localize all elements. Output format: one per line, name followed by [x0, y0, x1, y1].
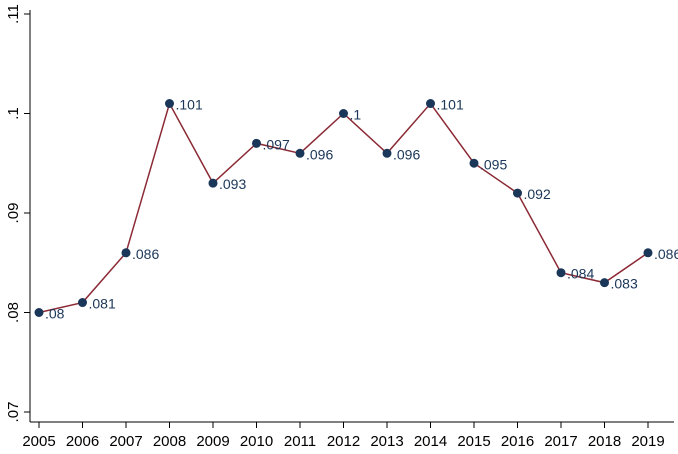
x-tick-label: 2010	[240, 433, 273, 450]
data-points	[34, 99, 653, 317]
series-line	[38, 101, 649, 314]
x-tick-label: 2015	[457, 433, 490, 450]
data-label: .101	[176, 97, 203, 113]
data-label: .096	[393, 146, 420, 162]
data-point	[295, 148, 305, 158]
data-label: .097	[263, 136, 290, 152]
series-line-group	[38, 101, 649, 314]
data-point	[208, 178, 218, 188]
x-tick-label: 2016	[501, 433, 534, 450]
data-label: .083	[611, 276, 638, 292]
data-label: .084	[567, 266, 594, 282]
data-point	[513, 188, 522, 198]
x-tick-label: 2017	[544, 433, 577, 450]
x-axis-ticks: 2005 2006 2007 2008 2009 2010 2011 2012 2013 2014…	[22, 422, 665, 450]
x-tick-label: 2012	[327, 433, 360, 450]
data-point	[121, 248, 131, 258]
data-point	[165, 99, 174, 109]
x-tick-label: 2013	[370, 433, 403, 450]
x-tick-label: 2007	[109, 433, 142, 450]
data-point	[426, 99, 435, 109]
data-point	[469, 158, 479, 168]
y-tick-label: .11	[5, 4, 22, 24]
data-label: .095	[480, 156, 507, 172]
x-tick-label: 2006	[66, 433, 99, 450]
data-point	[252, 138, 261, 148]
x-tick-label: 2008	[153, 433, 186, 450]
data-point	[600, 278, 609, 288]
data-point	[643, 248, 653, 258]
data-label: .08	[45, 306, 65, 322]
data-point	[78, 298, 87, 308]
data-point	[382, 148, 392, 158]
data-point	[34, 308, 44, 317]
y-tick-label: .1	[5, 107, 22, 120]
data-labels: .08 .081 .086 .101 .093 .097 .096 .1 .096 .101 .09…	[45, 97, 678, 322]
data-label: .081	[89, 296, 116, 312]
y-tick-label: .07	[5, 402, 22, 423]
x-tick-label: 2011	[284, 433, 316, 450]
data-label: .086	[132, 246, 159, 262]
x-tick-label: 2009	[196, 433, 229, 450]
data-label: .101	[437, 97, 464, 113]
data-label: .093	[219, 176, 246, 192]
y-axis-ticks: .07 .08 .09 .1 .11	[5, 4, 30, 422]
data-label: .092	[524, 186, 551, 202]
data-label: .096	[306, 146, 333, 162]
data-label: .086	[654, 246, 678, 262]
data-point	[339, 109, 348, 118]
y-tick-label: .09	[5, 203, 22, 224]
y-tick-label: .08	[5, 302, 22, 323]
x-tick-label: 2005	[22, 433, 55, 450]
x-tick-label: 2019	[631, 433, 664, 450]
x-tick-label: 2014	[414, 433, 447, 450]
data-label: .1	[350, 107, 362, 123]
x-tick-label: 2018	[588, 433, 621, 450]
data-point	[556, 268, 566, 278]
